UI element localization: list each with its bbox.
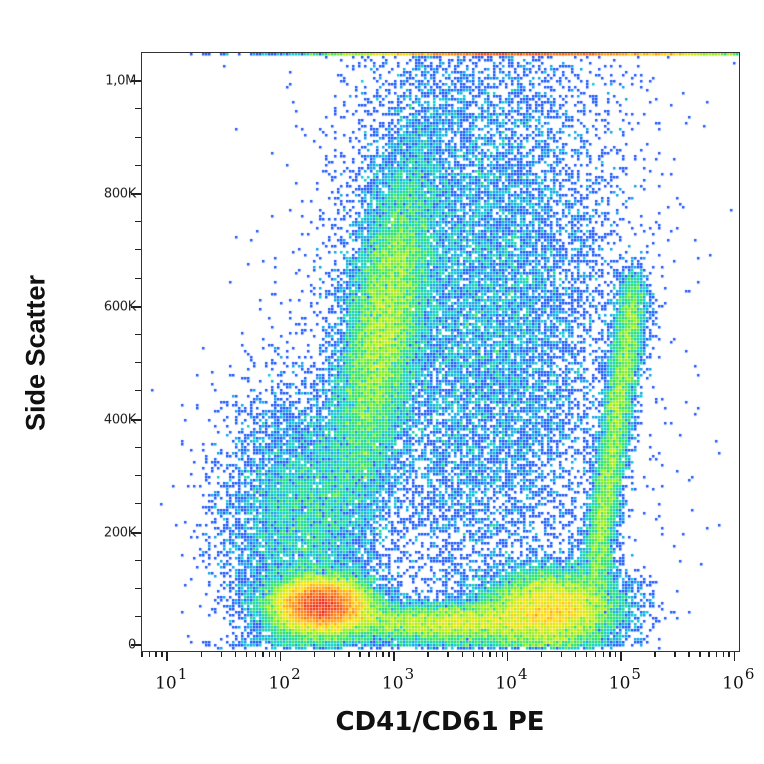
x-minor-tick (501, 652, 503, 657)
x-minor-tick (447, 652, 449, 657)
y-tick-label: 400K (103, 412, 136, 428)
x-minor-tick (388, 652, 390, 657)
x-minor-tick (148, 652, 151, 657)
y-tick-label: 600K (103, 299, 136, 315)
x-axis-title: CD41/CD61 PE (335, 707, 545, 737)
y-minor-tick (135, 446, 141, 448)
x-minor-tick (688, 652, 690, 657)
x-major-tick (166, 652, 168, 661)
y-tick-label: 800K (103, 186, 136, 202)
x-minor-tick (141, 652, 143, 657)
x-minor-tick (715, 652, 718, 657)
x-minor-tick (472, 652, 475, 657)
y-major-tick (131, 80, 141, 83)
x-tick-label: 106 (722, 665, 755, 694)
x-minor-tick (245, 652, 248, 657)
y-major-tick (131, 418, 141, 421)
x-tick-label: 101 (155, 665, 188, 694)
x-major-tick (733, 652, 736, 661)
y-minor-tick (135, 475, 141, 477)
x-minor-tick (654, 652, 656, 657)
x-minor-tick (200, 652, 203, 657)
x-minor-tick (574, 652, 577, 657)
x-minor-tick (254, 652, 257, 657)
x-minor-tick (382, 652, 384, 657)
x-minor-tick (348, 652, 350, 657)
y-minor-tick (135, 390, 141, 392)
x-minor-tick (560, 652, 563, 657)
x-minor-tick (722, 652, 725, 657)
x-minor-tick (489, 652, 491, 657)
x-minor-tick (728, 652, 730, 657)
y-major-tick (131, 305, 141, 308)
x-minor-tick (427, 652, 429, 657)
x-minor-tick (333, 652, 336, 657)
x-minor-tick (359, 652, 361, 657)
y-minor-tick (135, 277, 141, 279)
x-minor-tick (540, 652, 543, 657)
x-minor-tick (368, 652, 370, 657)
y-tick-label: 1,0M (105, 73, 136, 89)
x-tick-label: 103 (381, 665, 415, 694)
y-minor-tick (135, 616, 141, 618)
x-minor-tick (602, 652, 605, 657)
x-minor-tick (461, 652, 464, 657)
x-minor-tick (161, 652, 163, 657)
y-minor-tick (135, 587, 141, 589)
x-minor-tick (313, 652, 316, 657)
x-minor-tick (375, 652, 378, 657)
y-tick-label: 0 (128, 637, 136, 653)
x-major-tick (506, 652, 509, 661)
x-minor-tick (155, 652, 157, 657)
y-minor-tick (135, 108, 141, 110)
y-major-tick (131, 193, 141, 196)
x-minor-tick (262, 652, 264, 657)
x-major-tick (393, 652, 395, 661)
x-minor-tick (274, 652, 277, 657)
x-minor-tick (594, 652, 597, 657)
y-minor-tick (135, 136, 141, 138)
y-minor-tick (135, 164, 141, 166)
x-minor-tick (495, 652, 498, 657)
x-minor-tick (234, 652, 237, 657)
x-minor-tick (481, 652, 484, 657)
y-minor-tick (135, 334, 141, 336)
density-scatter-plot (142, 53, 739, 651)
x-minor-tick (585, 652, 588, 657)
y-minor-tick (135, 503, 141, 505)
x-major-tick (620, 652, 622, 661)
y-minor-tick (135, 221, 141, 223)
x-tick-label: 104 (495, 665, 528, 694)
y-axis-title: Side Scatter (20, 274, 51, 432)
x-minor-tick (674, 652, 676, 657)
y-minor-tick (135, 362, 141, 364)
y-minor-tick (135, 559, 141, 561)
y-major-tick (131, 531, 141, 534)
x-tick-label: 102 (268, 665, 301, 694)
x-major-tick (279, 652, 282, 661)
x-minor-tick (699, 652, 701, 657)
x-tick-label: 105 (608, 665, 641, 694)
x-minor-tick (609, 652, 611, 657)
y-tick-label: 200K (103, 525, 136, 541)
y-major-tick (131, 644, 141, 647)
x-minor-tick (220, 652, 223, 657)
x-minor-tick (268, 652, 271, 657)
x-minor-tick (614, 652, 617, 657)
x-minor-tick (708, 652, 710, 657)
y-minor-tick (135, 249, 141, 251)
